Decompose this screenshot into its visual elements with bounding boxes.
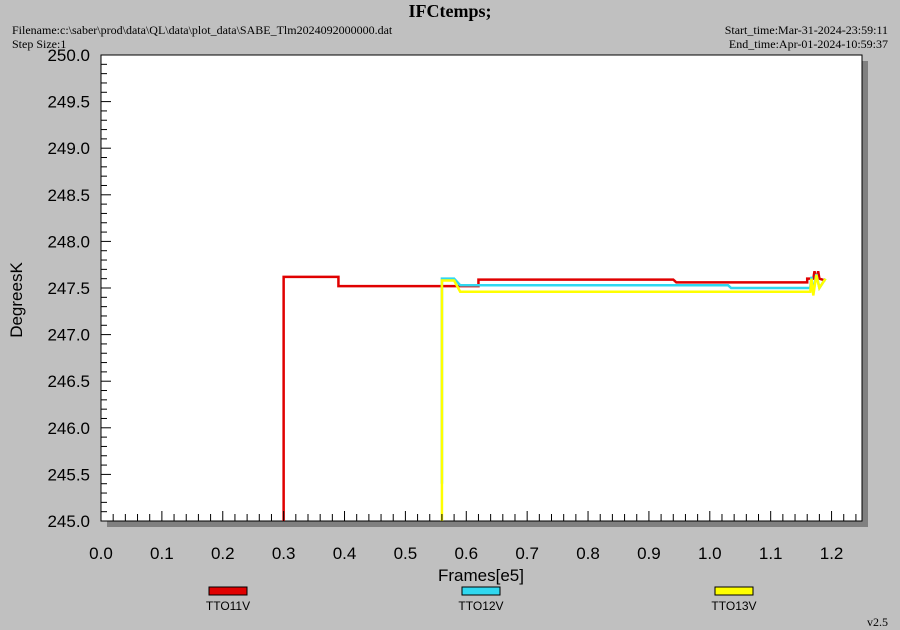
y-tick-label: 248.5 — [47, 186, 90, 205]
y-tick-label: 245.0 — [47, 512, 90, 531]
x-tick-label: 0.7 — [515, 544, 539, 563]
y-tick-label: 250.0 — [47, 46, 90, 65]
y-tick-label: 249.5 — [47, 93, 90, 112]
start-time: Start_time:Mar-31-2024-23:59:11 — [725, 23, 888, 37]
y-tick-label: 249.0 — [47, 139, 90, 158]
step-size: Step Size:1 — [12, 37, 66, 51]
plot-content — [282, 270, 827, 521]
x-tick-label: 0.8 — [576, 544, 600, 563]
x-tick-label: 1.2 — [820, 544, 844, 563]
legend-swatch — [714, 586, 754, 596]
series-line — [440, 273, 827, 484]
y-tick-label: 245.5 — [47, 465, 90, 484]
x-tick-label: 1.0 — [698, 544, 722, 563]
chart-title: IFCtemps; — [409, 1, 492, 21]
legend-label: TTO13V — [711, 599, 756, 613]
x-tick-label: 0.5 — [394, 544, 418, 563]
filename: Filename:c:\saber\prod\data\QL\data\plot… — [12, 23, 393, 37]
x-axis-label: Frames[e5] — [438, 566, 524, 585]
y-tick-label: 247.5 — [47, 279, 90, 298]
series-line — [440, 274, 827, 521]
version: v2.5 — [867, 615, 888, 629]
legend-label: TTO11V — [206, 599, 250, 613]
x-tick-label: 0.1 — [150, 544, 174, 563]
x-tick-label: 0.2 — [211, 544, 235, 563]
legend-swatch — [208, 586, 248, 596]
legend-swatch — [461, 586, 501, 596]
y-tick-label: 247.0 — [47, 326, 90, 345]
y-tick-label: 246.0 — [47, 419, 90, 438]
y-tick-label: 246.5 — [47, 372, 90, 391]
legend-label: TTO12V — [458, 599, 503, 613]
x-tick-label: 1.1 — [759, 544, 783, 563]
end-time: End_time:Apr-01-2024-10:59:37 — [729, 37, 888, 51]
x-tick-label: 0.9 — [637, 544, 661, 563]
x-tick-label: 0.3 — [272, 544, 296, 563]
x-tick-label: 0.4 — [333, 544, 357, 563]
x-tick-label: 0.6 — [454, 544, 478, 563]
x-tick-label: 0.0 — [89, 544, 113, 563]
y-tick-label: 248.0 — [47, 232, 90, 251]
y-axis-label: DegreesK — [7, 262, 26, 338]
